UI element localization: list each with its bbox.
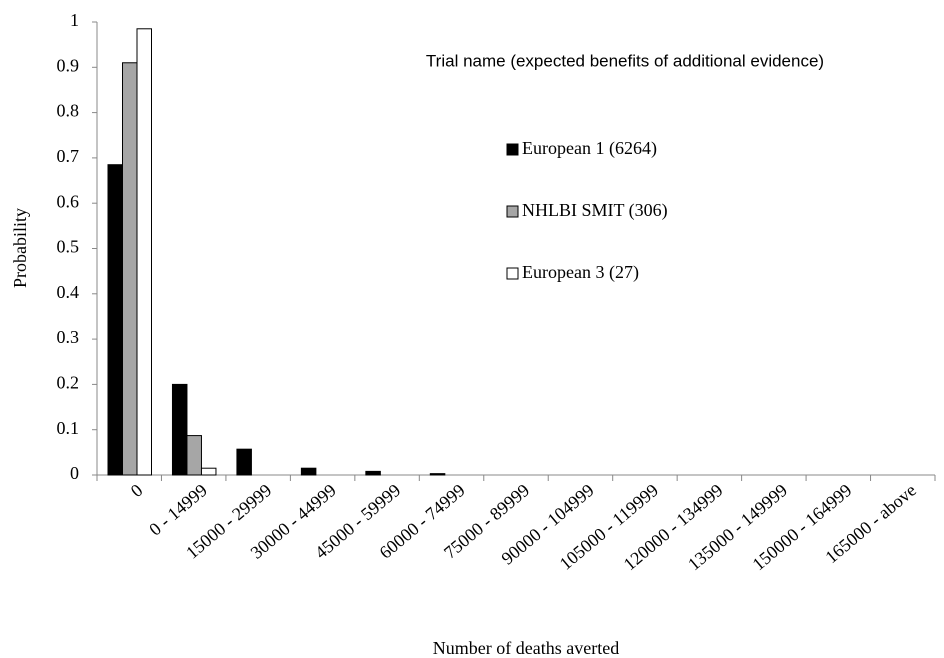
bar <box>186 435 202 476</box>
y-tick-label: 0.3 <box>57 327 80 347</box>
bar <box>171 383 188 476</box>
bar <box>107 164 123 476</box>
y-tick-label: 0.2 <box>57 373 80 393</box>
bar <box>136 28 152 476</box>
x-tick-label: 0 <box>127 480 147 501</box>
x-axis-label: Number of deaths averted <box>433 638 619 658</box>
legend-swatch <box>506 205 519 218</box>
bar <box>300 467 317 476</box>
bar <box>122 62 138 476</box>
y-tick-label: 0.7 <box>57 146 80 166</box>
bar <box>236 448 252 476</box>
y-tick-label: 0.9 <box>57 55 80 75</box>
y-tick-label: 0 <box>70 463 79 483</box>
legend-label: NHLBI SMIT (306) <box>522 200 668 221</box>
y-tick-label: 0.4 <box>57 282 80 302</box>
bar <box>429 473 446 476</box>
y-tick-label: 0.6 <box>57 191 80 211</box>
legend-swatch <box>506 267 519 280</box>
legend-swatch <box>506 143 519 156</box>
y-tick-label: 1 <box>70 10 79 30</box>
legend-label: European 1 (6264) <box>522 138 657 159</box>
y-tick-label: 0.8 <box>57 101 80 121</box>
y-tick-label: 0.5 <box>57 237 80 257</box>
bar <box>365 470 381 476</box>
bar <box>200 467 217 476</box>
legend-title: Trial name (expected benefits of additio… <box>426 51 824 70</box>
y-tick-label: 0.1 <box>57 418 80 438</box>
y-axis-label: Probability <box>10 208 30 288</box>
legend-label: European 3 (27) <box>522 262 639 283</box>
